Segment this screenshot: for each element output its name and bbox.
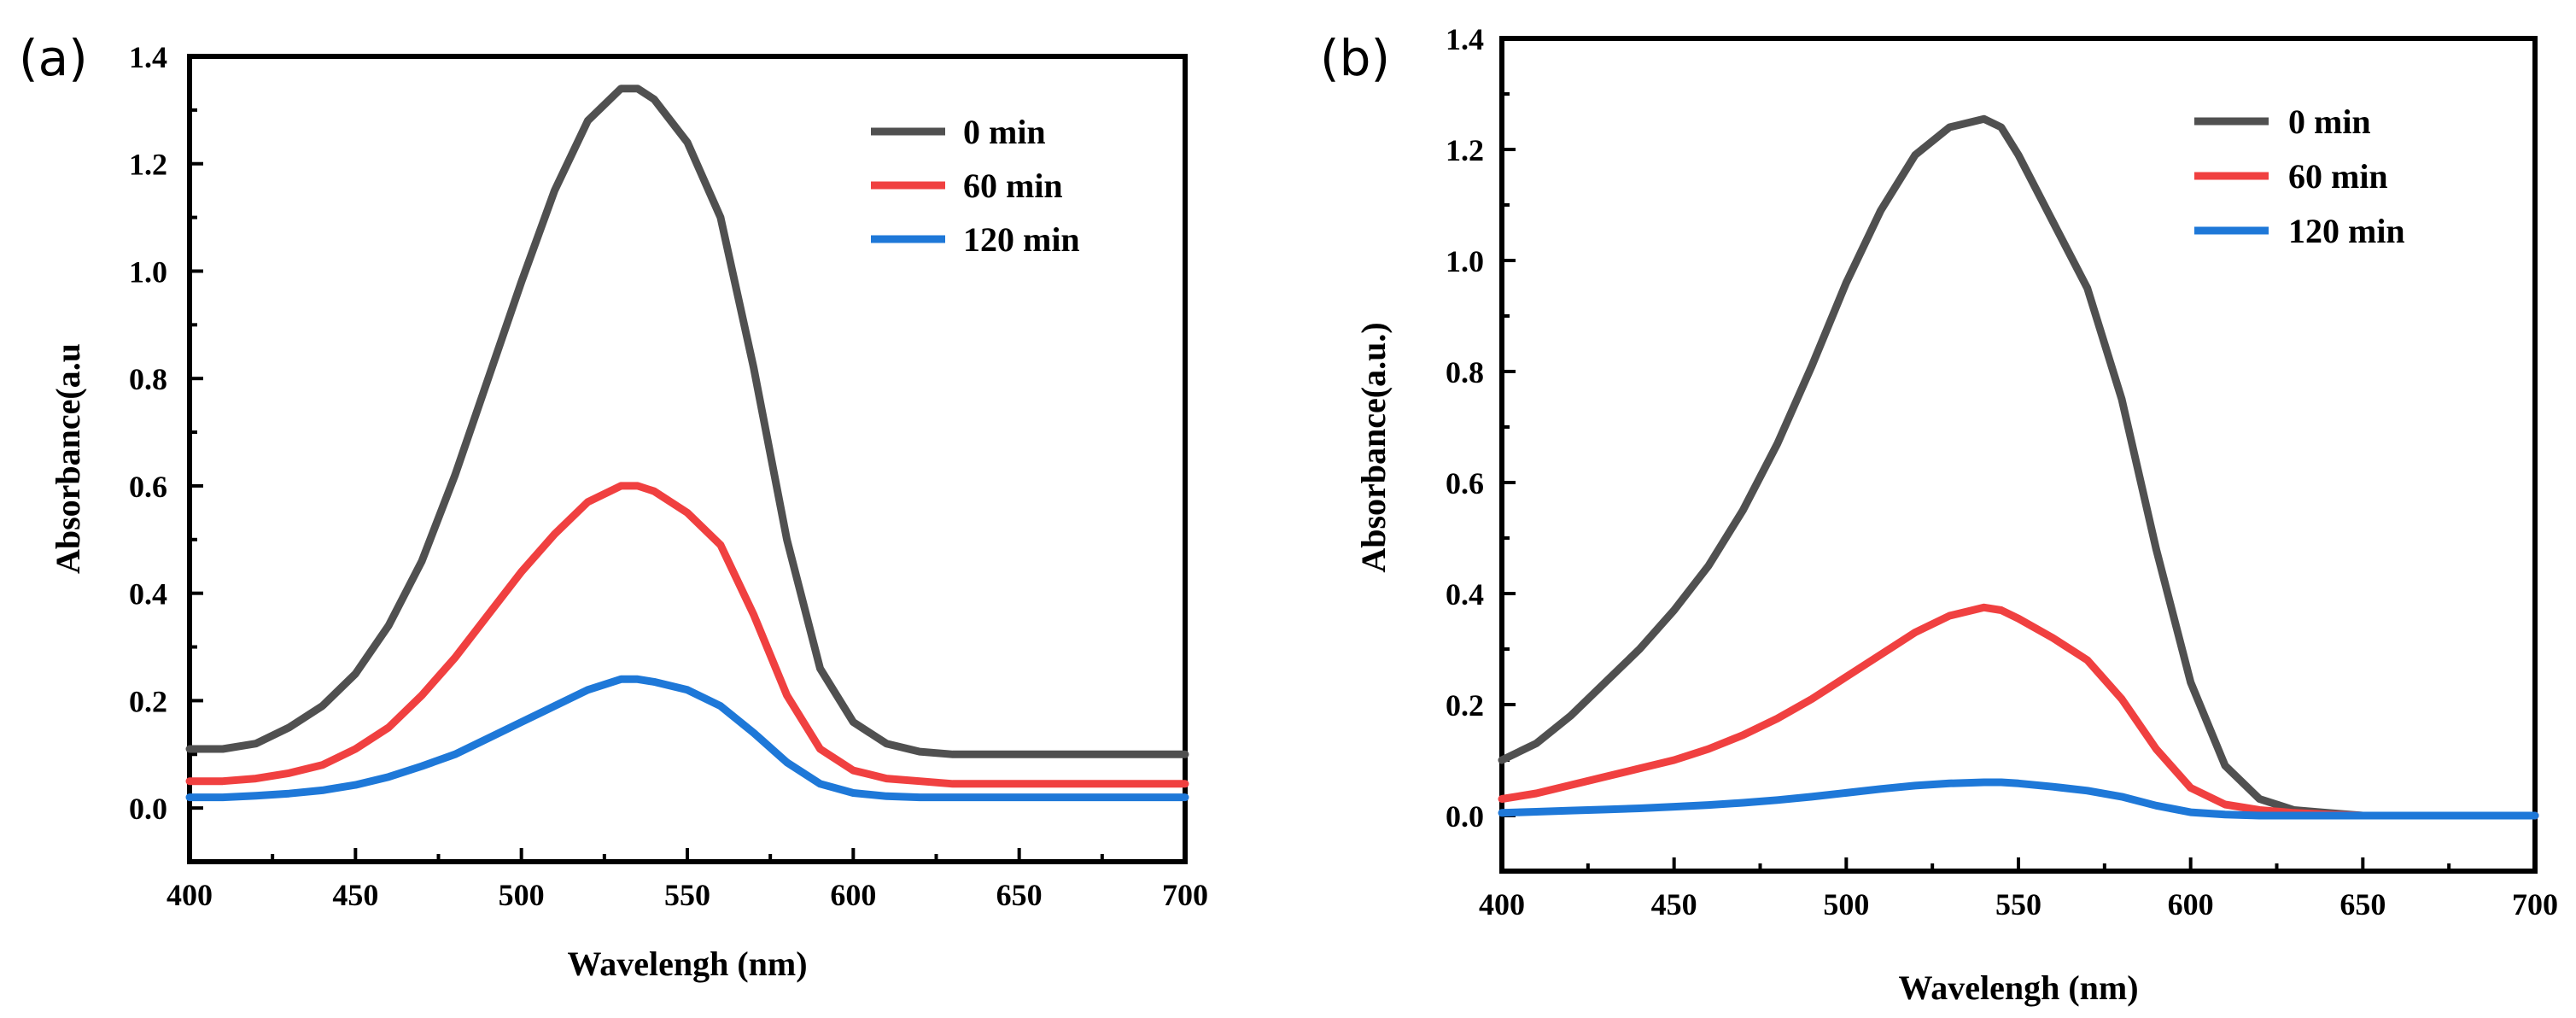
- panel-a-x-tick-labels: 400 450 500 550 600 650 700: [166, 878, 1208, 912]
- panel-b-series: [1498, 114, 2539, 820]
- series-line-120-min: [1498, 778, 2539, 820]
- y-tick-label: 0.6: [1446, 466, 1484, 500]
- panel-b-x-axis-title: Wavelengh (nm): [1898, 968, 2138, 1007]
- legend-label-60-min: 60 min: [2288, 157, 2388, 196]
- x-tick-label: 700: [1162, 878, 1208, 912]
- legend-label-0-min: 0 min: [2288, 102, 2371, 141]
- x-tick-label: 550: [664, 878, 710, 912]
- legend-label-120-min: 120 min: [2288, 212, 2405, 250]
- series-line-120-min: [185, 675, 1189, 802]
- y-tick-label: 1.0: [129, 254, 167, 289]
- series-line-0-min: [185, 85, 1189, 758]
- panel-a-series: [185, 85, 1189, 802]
- y-tick-label: 1.4: [129, 40, 167, 74]
- panel-b-y-axis-title: Absorbance(a.u.): [1354, 322, 1393, 572]
- panel-a-x-axis-title: Wavelengh (nm): [567, 945, 807, 983]
- y-tick-label: 1.0: [1446, 244, 1484, 278]
- y-tick-label: 0.2: [1446, 688, 1484, 723]
- panel-a-ticks: [188, 55, 1187, 863]
- y-tick-label: 0.8: [129, 362, 167, 396]
- panel-a-y-tick-labels: 0.0 0.2 0.4 0.6 0.8 1.0 1.2 1.4: [129, 40, 167, 826]
- panel-b-label: (b): [1320, 29, 1390, 87]
- y-tick-label: 1.2: [1446, 133, 1484, 167]
- x-tick-label: 700: [2512, 887, 2558, 921]
- y-tick-label: 0.6: [129, 470, 167, 504]
- x-tick-label: 450: [332, 878, 378, 912]
- panel-a-label: (a): [19, 29, 88, 87]
- panel-b-y-tick-labels: 0.0 0.2 0.4 0.6 0.8 1.0 1.2 1.4: [1446, 22, 1484, 834]
- x-tick-label: 600: [830, 878, 876, 912]
- panel-b-legend: 0 min 60 min 120 min: [2194, 102, 2405, 250]
- series-line-60-min: [185, 482, 1189, 788]
- x-tick-label: 450: [1651, 887, 1697, 921]
- x-tick-label: 400: [1479, 887, 1525, 921]
- y-tick-label: 0.8: [1446, 355, 1484, 389]
- y-tick-label: 0.2: [129, 684, 167, 718]
- x-tick-label: 650: [996, 878, 1043, 912]
- y-tick-label: 0.0: [129, 792, 167, 826]
- x-tick-label: 400: [166, 878, 213, 912]
- y-tick-label: 0.0: [1446, 799, 1484, 834]
- x-tick-label: 600: [2168, 887, 2214, 921]
- x-tick-label: 550: [1995, 887, 2042, 921]
- y-tick-label: 1.2: [129, 148, 167, 182]
- x-tick-label: 500: [499, 878, 545, 912]
- panel-b-x-tick-labels: 400 450 500 550 600 650 700: [1479, 887, 2558, 921]
- panel-a-y-axis-title: Absorbance(a.u: [49, 343, 87, 574]
- panel-b-chart: (b) 400 450 500 550 600 650 700 0.0 0.2 …: [1320, 22, 2558, 1007]
- panel-a-chart: (a) 400 450 500 550 600 650 700 0.0 0.2 …: [19, 29, 1208, 983]
- x-tick-label: 650: [2339, 887, 2386, 921]
- legend-label-0-min: 0 min: [963, 113, 1046, 151]
- y-tick-label: 0.4: [1446, 577, 1484, 611]
- x-tick-label: 500: [1823, 887, 1869, 921]
- panel-a-legend: 0 min 60 min 120 min: [871, 113, 1080, 259]
- y-tick-label: 0.4: [129, 577, 167, 611]
- legend-label-60-min: 60 min: [963, 167, 1063, 205]
- legend-label-120-min: 120 min: [963, 220, 1080, 259]
- y-tick-label: 1.4: [1446, 22, 1484, 56]
